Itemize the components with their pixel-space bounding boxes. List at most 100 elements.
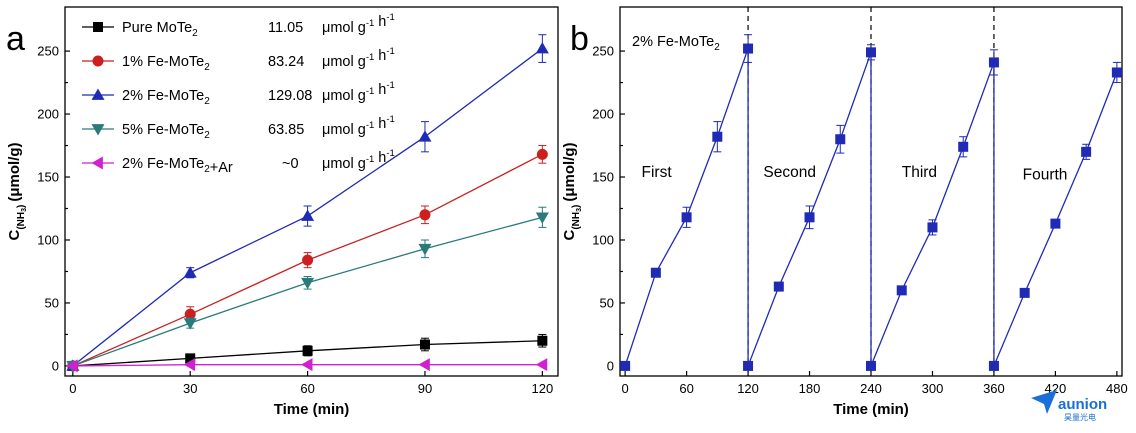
data-point [535,212,549,224]
panel-b-y-axis-title: C(NH3) (μmol/g) [561,142,583,240]
legend-label-text: Te [189,88,204,104]
panel-b-x-tick-label: 360 [983,381,1005,396]
legend-unit: μmol g-1 h-1 [322,80,395,104]
legend-label-subscript: 2 [192,28,198,39]
panel-a-y-tick-label: 0 [52,358,59,373]
data-point [419,209,431,221]
data-point [302,254,314,266]
data-point [681,212,692,223]
data-point [927,222,938,233]
cycle-label: Third [902,164,937,181]
legend-rate: 83.24 [268,54,304,70]
data-point [419,339,430,350]
legend-label: Pure MoTe2 [122,20,198,39]
data-point [418,243,432,256]
legend-label-subscript: 2 [204,164,210,175]
panel-b-letter: b [570,20,589,58]
panel-a-x-axis-title: Time (min) [274,401,350,418]
panel-b-y-title-sub-close: ) [571,205,582,208]
panel-b-y-tick-label: 100 [592,232,614,247]
watermark-text: aunion [1058,396,1107,413]
legend-rate: ~0 [282,156,299,172]
cycle-label: First [642,164,673,181]
panel-a-y-tick-label: 250 [37,44,59,59]
data-point [988,360,999,371]
legend-unit: h [374,14,386,30]
data-point [301,277,315,290]
panel-a-y-title-unit: (μmol/g) [6,142,23,201]
legend-unit: h [374,82,386,98]
panel-b-y-title-c: C [561,230,578,241]
legend-unit: g [354,156,366,172]
legend-unit: μmol [322,156,354,172]
data-point [866,360,876,371]
legend-label: 2% Fe-MoTe2+Ar [122,156,233,176]
panel-a-y-tick-label: 150 [37,170,59,185]
panel-b-y-tick-label: 200 [592,107,614,122]
legend-label-text: 2% Fe-Mo [122,88,189,104]
panel-b-x-tick-label: 180 [799,381,821,396]
data-point [743,360,754,371]
data-point [804,212,815,223]
paper-plane-icon [1031,390,1057,414]
panel-b-annotation-text: 2% Fe-Mo [632,34,699,50]
legend-unit: g [354,122,366,138]
panel-b-y-tick-label: 250 [592,44,614,59]
data-point [958,141,969,152]
panel-a-letter: a [6,20,25,58]
legend-unit: μmol g-1 h-1 [322,12,395,36]
legend-label-text: 5% Fe-Mo [122,122,189,138]
data-point [183,358,196,372]
watermark-subtext: 昊量光电 [1064,412,1096,422]
legend-marker [91,156,103,170]
legend-label-subscript: 2 [204,96,210,107]
legend-unit-sup: -1 [386,80,394,91]
panel-b-y-title-unit: (μmol/g) [561,142,578,201]
panel-a-y-title-c: C [6,230,23,241]
data-point [1111,67,1122,78]
data-point [650,267,661,278]
legend-unit: μmol [322,54,354,70]
panel-b-x-tick-label: 480 [1106,381,1128,396]
panel-b-y-tick-label: 0 [607,358,614,373]
panel-b-annotation-text: Te [699,34,714,50]
legend-unit-sup: -1 [386,12,394,23]
panel-b-x-axis-title: Time (min) [833,401,909,418]
data-point [418,358,430,372]
data-point [535,42,549,54]
legend-unit: h [374,150,386,166]
legend-rate: 63.85 [268,122,304,138]
panel-b-y-title-subsub: 3 [576,208,583,212]
data-point [896,285,907,296]
legend-unit-sup: -1 [386,46,394,57]
legend-rate: 11.05 [268,20,303,36]
panel-b-y-title-sub: (NH [571,212,582,230]
panel-a-x-tick-label: 120 [531,381,553,396]
legend-label-text: 1% Fe-Mo [122,54,189,70]
legend-label: 2% Fe-MoTe2 [122,88,210,107]
legend-unit: g [354,88,366,104]
data-point [988,57,999,68]
data-point [183,266,197,278]
legend-unit: h [374,48,386,64]
legend-label-text: 2% Fe-Mo [122,156,189,172]
data-point [537,335,548,346]
data-point [743,43,754,54]
legend-unit: μmol g-1 h-1 [322,148,395,172]
legend-label-text: Te [189,122,204,138]
data-point [535,358,548,372]
legend-label-text: Pure Mo [122,20,177,36]
panel-b-annotation: 2% Fe-MoTe2 [632,34,720,53]
panel-b-x-tick-label: 60 [679,381,693,396]
data-point [184,308,196,320]
legend-unit-sup: -1 [366,52,374,63]
panel-a-y-title-subsub: 3 [21,208,28,212]
panel-a-plot-frame [64,6,559,377]
data-point [866,47,876,58]
data-point [66,359,78,373]
watermark-logo: aunion 昊量光电 [1031,390,1107,422]
legend-unit-sup: -1 [386,148,394,159]
data-point [835,134,846,145]
legend-unit-sup: -1 [386,114,394,125]
